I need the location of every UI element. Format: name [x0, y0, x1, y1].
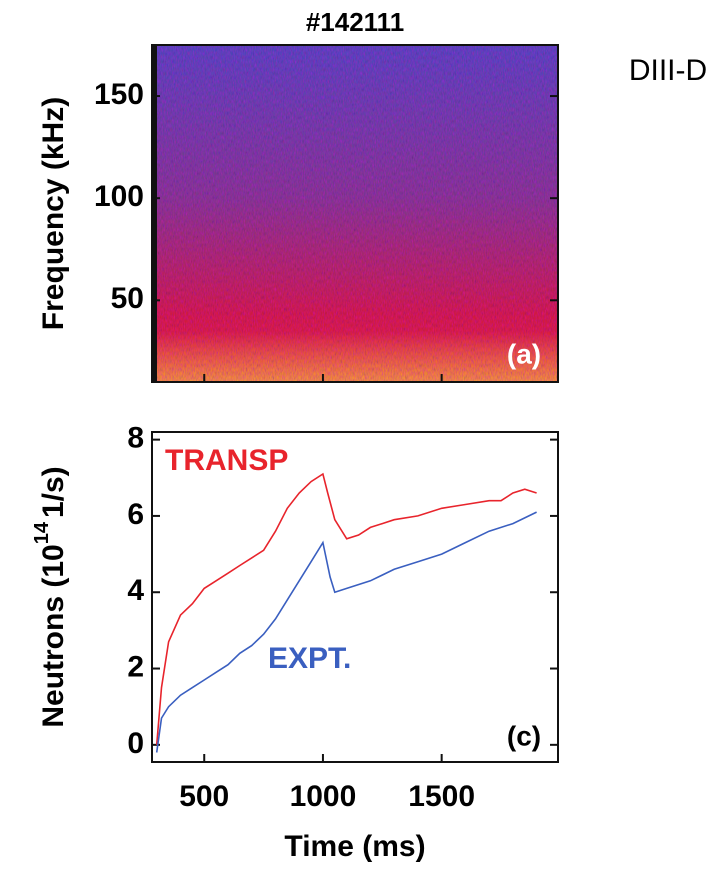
x-tick-label: 1000	[290, 780, 357, 813]
x-tick-label: 1500	[408, 780, 475, 813]
y-tick-label: 8	[127, 422, 144, 455]
series-label: EXPT.	[268, 642, 351, 675]
panel-label: (a)	[507, 338, 541, 369]
y-axis-title: Neutrons (1014 1/s)	[31, 466, 70, 727]
series-line	[155, 511, 537, 753]
plot-frame	[151, 431, 559, 763]
y-tick-label: 50	[111, 282, 144, 315]
y-axis-title-text: Neutrons (10	[37, 544, 70, 727]
y-tick-label: 2	[127, 650, 144, 683]
plot-frame	[151, 44, 559, 383]
y-tick-label: 4	[127, 574, 144, 607]
series-label: TRANSP	[165, 444, 288, 477]
spectrogram-image	[152, 45, 558, 382]
x-tick-label: 500	[179, 780, 229, 813]
series-line	[155, 472, 537, 745]
y-tick-label: 0	[127, 727, 144, 760]
x-axis-title: Time (ms)	[284, 830, 425, 863]
device-label: DIII-D	[629, 54, 707, 87]
chart-title: #142111	[306, 7, 404, 37]
y-axis-title: Frequency (kHz)	[37, 97, 70, 330]
y-axis-title-rest: 1/s)	[37, 466, 70, 518]
y-axis-title-sup: 14	[31, 521, 53, 544]
y-tick-label: 6	[127, 498, 144, 531]
y-tick-label: 150	[94, 78, 144, 111]
y-tick-label: 100	[94, 180, 144, 213]
panel-label: (c)	[507, 720, 541, 751]
